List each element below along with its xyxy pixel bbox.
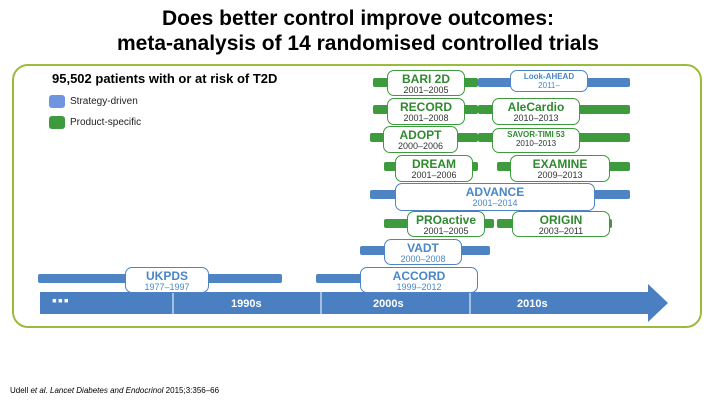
trial-years: 2000–2006	[397, 141, 444, 152]
trial-label-savor-timi-53: SAVOR-TIMI 53 2010–2013	[492, 128, 580, 153]
trial-years: 2000–2008	[400, 254, 446, 265]
trial-label-examine: EXAMINE 2009–2013	[510, 155, 610, 182]
citation: Udell et al. Lancet Diabetes and Endocri…	[10, 386, 219, 395]
trial-years: 2011–	[538, 80, 560, 90]
decade-1990s: 1990s	[231, 298, 262, 310]
legend-product-label: Product-specific	[70, 117, 142, 128]
trial-label-bari-2d: BARI 2D 2001–2005	[387, 70, 465, 96]
trial-label-ukpds: UKPDS 1977–1997	[125, 267, 209, 293]
chart-frame	[12, 64, 702, 328]
trial-name: SAVOR-TIMI 53	[507, 130, 565, 139]
title-line-1: Does better control improve outcomes:	[161, 7, 555, 30]
trial-name: ACCORD	[392, 269, 446, 283]
trial-label-proactive: PROactive 2001–2005	[407, 211, 485, 237]
trial-label-record: RECORD 2001–2008	[387, 98, 465, 125]
trial-name: ORIGIN	[539, 213, 583, 227]
timeline-arrow	[40, 284, 668, 322]
citation-authors: Udell	[10, 386, 29, 395]
trial-name: ADVANCE	[465, 185, 525, 199]
citation-journal: Lancet Diabetes and Endocrinol	[50, 386, 164, 395]
trial-label-origin: ORIGIN 2003–2011	[512, 211, 610, 237]
patients-subtitle: 95,502 patients with or at risk of T2D	[52, 71, 278, 86]
trial-label-adopt: ADOPT 2000–2006	[383, 126, 458, 153]
trial-name: UKPDS	[145, 269, 188, 283]
axis-start-dots: ▪▪▪	[52, 292, 70, 308]
title-line-2: meta-analysis of 14 randomised controlle…	[117, 32, 599, 55]
trial-years: 2001–2006	[411, 170, 457, 181]
trial-label-accord: ACCORD 1999–2012	[360, 267, 478, 293]
citation-ref: 2015;3:356–66	[163, 386, 220, 395]
trial-name: DREAM	[412, 157, 456, 171]
legend-strategy-swatch	[49, 95, 65, 108]
trial-years: 2010–2013	[515, 138, 557, 148]
trial-years: 2001–2005	[423, 226, 469, 237]
legend-product-swatch	[49, 116, 65, 129]
trial-label-vadt: VADT 2000–2008	[384, 239, 462, 265]
trial-years: 2003–2011	[538, 226, 584, 237]
trial-name: ADOPT	[399, 128, 442, 142]
trial-label-look-ahead: Look-AHEAD 2011–	[510, 70, 588, 92]
decade-2010s: 2010s	[517, 298, 548, 310]
trial-years: 1977–1997	[144, 282, 190, 293]
trial-years: 1999–2012	[396, 282, 442, 293]
citation-etal: et al.	[28, 386, 51, 395]
trial-years: 2001–2005	[403, 85, 449, 96]
trial-name: AleCardio	[507, 100, 565, 114]
trial-name: BARI 2D	[401, 72, 450, 86]
trial-years: 2001–2014	[472, 198, 518, 209]
trial-name: PROactive	[415, 213, 477, 227]
trial-name: EXAMINE	[532, 157, 588, 171]
trial-name: RECORD	[399, 100, 452, 114]
trial-name: VADT	[407, 241, 439, 255]
legend-strategy-label: Strategy-driven	[70, 96, 138, 107]
trial-years: 2009–2013	[537, 170, 583, 181]
trial-years: 2001–2008	[403, 113, 449, 124]
trial-label-advance: ADVANCE 2001–2014	[395, 183, 595, 211]
decade-2000s: 2000s	[373, 298, 404, 310]
trial-years: 2010–2013	[513, 113, 559, 124]
trial-label-alecardio: AleCardio 2010–2013	[492, 98, 580, 125]
trial-name: Look-AHEAD	[523, 72, 575, 81]
trial-label-dream: DREAM 2001–2006	[395, 155, 473, 182]
